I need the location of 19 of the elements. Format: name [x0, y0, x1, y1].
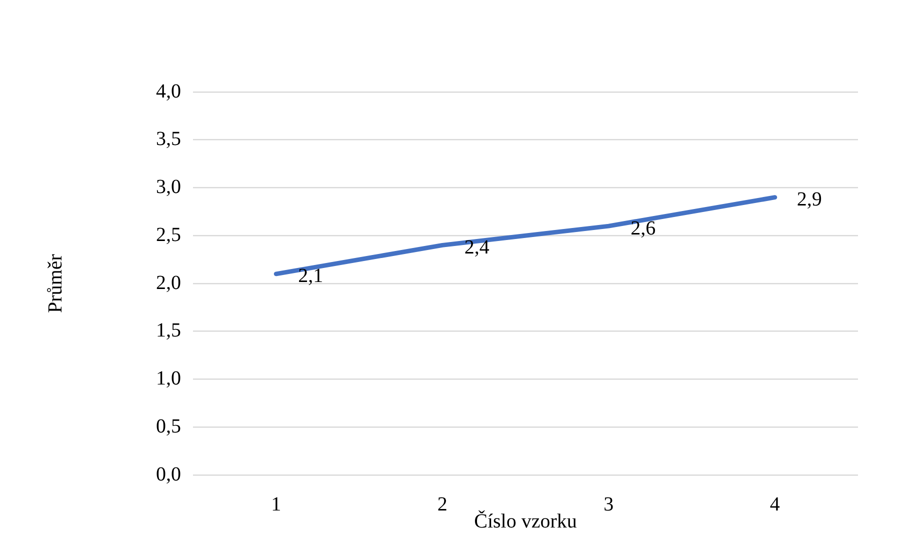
y-tick-label: 2,5 [156, 224, 181, 246]
x-tick-label: 4 [770, 493, 780, 516]
data-label: 2,4 [464, 236, 490, 258]
x-tick-label: 3 [604, 493, 614, 516]
x-tick-label: 2 [437, 493, 448, 516]
data-label: 2,6 [630, 217, 656, 240]
y-tick-label: 1,0 [156, 368, 181, 390]
data-label: 2,9 [796, 188, 822, 211]
y-axis-title: Průměr [44, 254, 66, 313]
y-tick-label: 2,0 [156, 272, 181, 294]
y-tick-label: 3,0 [156, 176, 181, 198]
data-label: 2,1 [298, 265, 324, 288]
y-tick-label: 1,5 [156, 320, 181, 342]
y-tick-label: 3,5 [156, 128, 181, 150]
x-axis-title: Číslo vzorku [474, 509, 577, 532]
y-tick-label: 4,0 [156, 80, 181, 102]
y-tick-label: 0,5 [156, 415, 181, 438]
x-tick-label: 1 [271, 493, 282, 516]
y-tick-label: 0,0 [156, 463, 181, 486]
